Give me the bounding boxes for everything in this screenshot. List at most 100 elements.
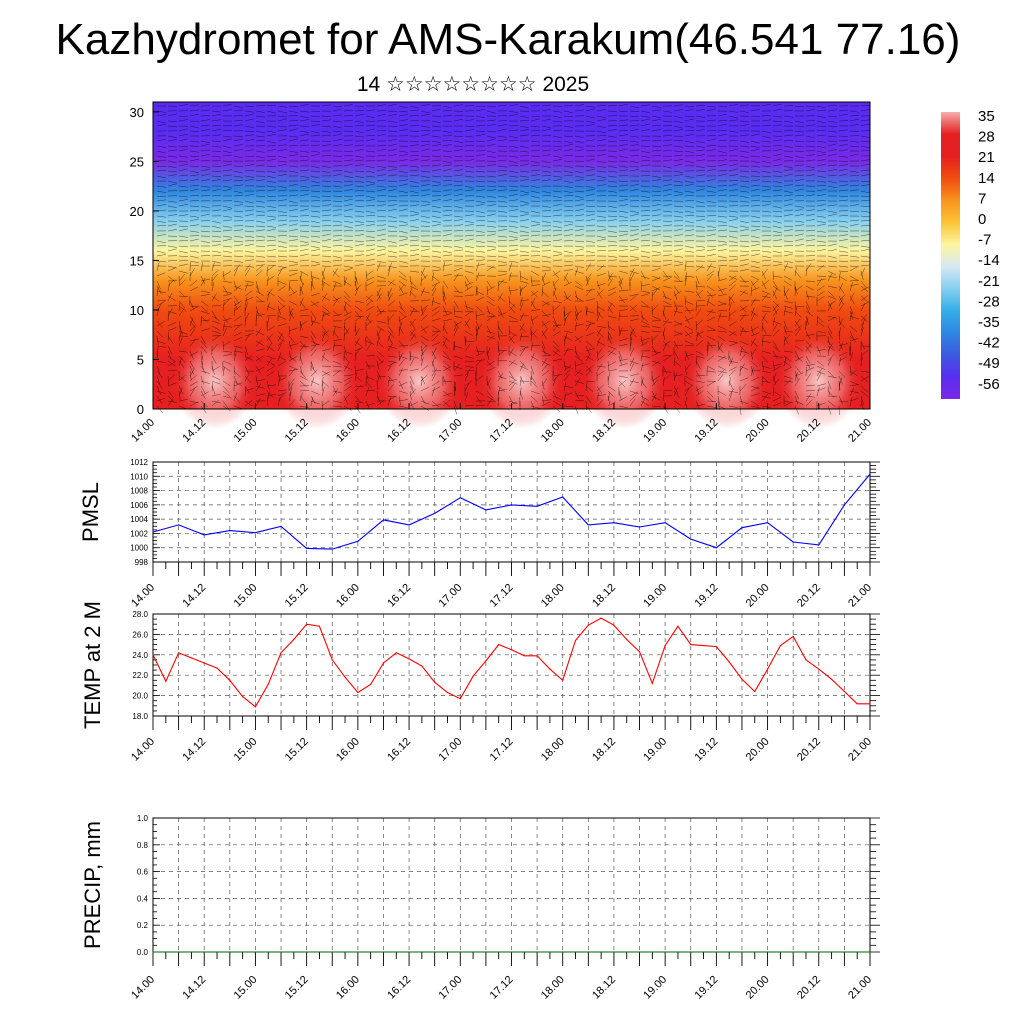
wind-barb: [277, 305, 286, 312]
colorbar-label: -56: [978, 376, 1000, 393]
wind-barb: [541, 272, 547, 282]
wind-barb: [387, 185, 397, 188]
wind-barb: [508, 289, 518, 292]
wind-barb: [827, 375, 837, 379]
wind-barb: [640, 325, 650, 328]
wind-barb: [409, 388, 416, 397]
wind-barb: [739, 150, 749, 153]
wind-barb: [244, 175, 254, 178]
wind-barb: [475, 234, 485, 237]
wind-barb: [772, 180, 782, 184]
wind-barb: [574, 362, 584, 367]
wind-barb: [277, 215, 287, 217]
wind-barb: [596, 392, 600, 402]
data-point: [664, 645, 666, 647]
wind-barb: [288, 110, 298, 113]
wind-barb: [288, 269, 298, 272]
wind-barb: [838, 239, 848, 242]
wind-barb: [310, 235, 320, 238]
wind-barb: [266, 275, 275, 282]
wind-barb: [277, 155, 287, 159]
wind-barb: [156, 185, 166, 188]
wind-barb: [365, 375, 375, 381]
wind-barb: [717, 255, 727, 259]
wind-barb: [156, 370, 163, 379]
wind-barb: [750, 243, 760, 247]
wind-barb: [189, 224, 199, 227]
wind-barb: [805, 135, 815, 139]
wind-barb: [706, 200, 716, 204]
wind-barb: [750, 280, 759, 287]
wind-barb: [827, 270, 837, 276]
wind-barb: [453, 155, 463, 158]
x-tick-label: 14.12: [180, 582, 208, 610]
wind-barb: [431, 230, 441, 233]
wind-barb: [398, 260, 408, 264]
wind-barb: [486, 160, 496, 163]
wind-barb: [365, 165, 375, 169]
wind-barb: [431, 334, 439, 342]
wind-barb: [706, 347, 709, 357]
wind-barb: [156, 390, 166, 394]
wind-barb: [409, 385, 415, 394]
wind-barb: [673, 234, 683, 237]
wind-barb: [750, 385, 760, 390]
wind-barb: [618, 184, 628, 187]
data-point: [869, 473, 871, 475]
wind-barb: [827, 125, 837, 127]
wind-barb: [750, 160, 760, 164]
data-point: [382, 662, 385, 664]
wind-barb: [552, 214, 562, 217]
wind-barb: [189, 209, 199, 212]
wind-barb: [321, 387, 325, 397]
wind-barb: [673, 387, 678, 397]
wind-barb: [739, 104, 749, 107]
colorbar-label: -42: [978, 335, 1000, 352]
wind-barb: [321, 310, 330, 317]
wind-barb: [189, 360, 195, 370]
wind-barb: [222, 229, 232, 232]
wind-barb: [420, 110, 430, 114]
wind-barb: [552, 270, 559, 279]
wind-barb: [563, 195, 573, 197]
wind-barb: [233, 336, 243, 342]
wind-barb: [717, 163, 727, 167]
wind-barb: [629, 259, 639, 262]
colorbar-label: 0: [978, 211, 986, 228]
wind-barb: [761, 335, 771, 337]
x-tick-label: 16.12: [385, 974, 413, 1002]
wind-barb: [761, 130, 771, 133]
wind-barb: [640, 397, 646, 407]
wind-barb: [310, 245, 320, 249]
data-point: [152, 951, 154, 953]
wind-barb: [552, 345, 561, 352]
wind-barb: [827, 385, 830, 395]
wind-barb: [629, 360, 639, 365]
wind-barb: [354, 352, 357, 362]
wind-barb: [728, 139, 738, 142]
wind-barb: [277, 223, 287, 227]
wind-barb: [398, 340, 406, 348]
wind-barb: [794, 405, 799, 415]
wind-barb: [541, 229, 551, 232]
wind-barb: [574, 360, 576, 370]
wind-barb: [431, 360, 436, 370]
wind-barb: [233, 365, 236, 375]
colorbar-ramp: [941, 112, 960, 399]
wind-barb: [849, 110, 859, 113]
wind-barb: [255, 139, 265, 142]
wind-barb: [387, 255, 397, 258]
wind-barb: [860, 220, 870, 222]
wind-barb: [772, 230, 782, 234]
wind-barbs: [156, 103, 871, 415]
wind-barb: [398, 310, 406, 318]
wind-barb: [200, 159, 210, 162]
wind-barb: [783, 310, 793, 314]
wind-barb: [266, 392, 270, 402]
wind-barb: [629, 169, 639, 172]
wind-barb: [387, 188, 397, 192]
wind-barb: [640, 215, 650, 217]
wind-barb: [640, 315, 649, 322]
wind-barb: [816, 240, 826, 243]
wind-barb: [266, 185, 276, 188]
